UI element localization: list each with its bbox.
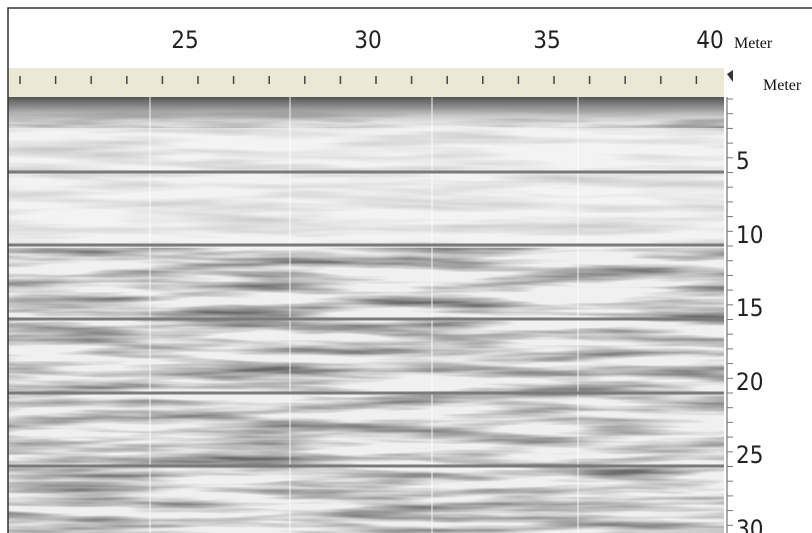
top-tick-label: 35 [533, 26, 560, 54]
right-ruler-ticks [727, 98, 733, 526]
right-tick-label: 15 [736, 294, 763, 322]
depth-lines [8, 170, 724, 468]
ruler-ticks [19, 76, 698, 84]
top-tick-label: 30 [354, 26, 381, 54]
image-light-zone [8, 128, 724, 248]
radargram-image [8, 97, 724, 533]
right-tick-label: 10 [736, 221, 763, 249]
top-tick-label: 25 [171, 26, 198, 54]
right-axis-unit: Meter [763, 77, 802, 94]
top-ruler [8, 68, 724, 97]
top-tick-label: 40 [696, 26, 723, 54]
right-tick-label: 25 [736, 441, 763, 469]
right-tick-label: 5 [736, 147, 750, 175]
ruler-corner [727, 70, 733, 82]
image-seams [149, 97, 579, 533]
frame [7, 7, 812, 533]
top-axis-unit: Meter [734, 35, 773, 52]
image-surface-band [8, 97, 724, 131]
right-tick-label: 30 [736, 515, 763, 533]
right-tick-label: 20 [736, 368, 763, 396]
